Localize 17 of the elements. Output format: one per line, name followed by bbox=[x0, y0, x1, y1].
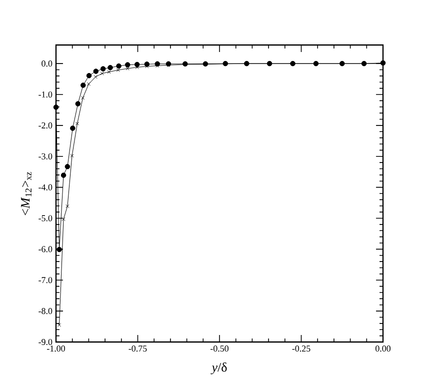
x-tick-label: 0.00 bbox=[376, 346, 391, 352]
x-tick-label: -0.50 bbox=[210, 346, 228, 352]
y-tick-label: -5.0 bbox=[38, 215, 52, 222]
y-tick-label: -8.0 bbox=[38, 308, 52, 314]
x-tick-label: -0.25 bbox=[292, 346, 310, 352]
x-axis-title: y/δ bbox=[210, 362, 227, 374]
y-tick-label: -2.0 bbox=[38, 122, 52, 128]
y-tick-label: -1.0 bbox=[38, 91, 52, 98]
y-axis-title: <M$_{12}$>$_{xz}$ bbox=[21, 172, 32, 216]
x-tick-label: -1.00 bbox=[46, 346, 65, 352]
y-tick-label: -6.0 bbox=[38, 246, 52, 252]
y-tick-label: -9.0 bbox=[38, 338, 52, 346]
y-tick-label: -7.0 bbox=[38, 277, 52, 284]
y-tick-label: -3.0 bbox=[38, 153, 52, 160]
y-tick-label: -4.0 bbox=[38, 184, 52, 190]
y-tick-label: 0.0 bbox=[42, 60, 52, 67]
x-tick-label: -0.75 bbox=[128, 346, 147, 352]
